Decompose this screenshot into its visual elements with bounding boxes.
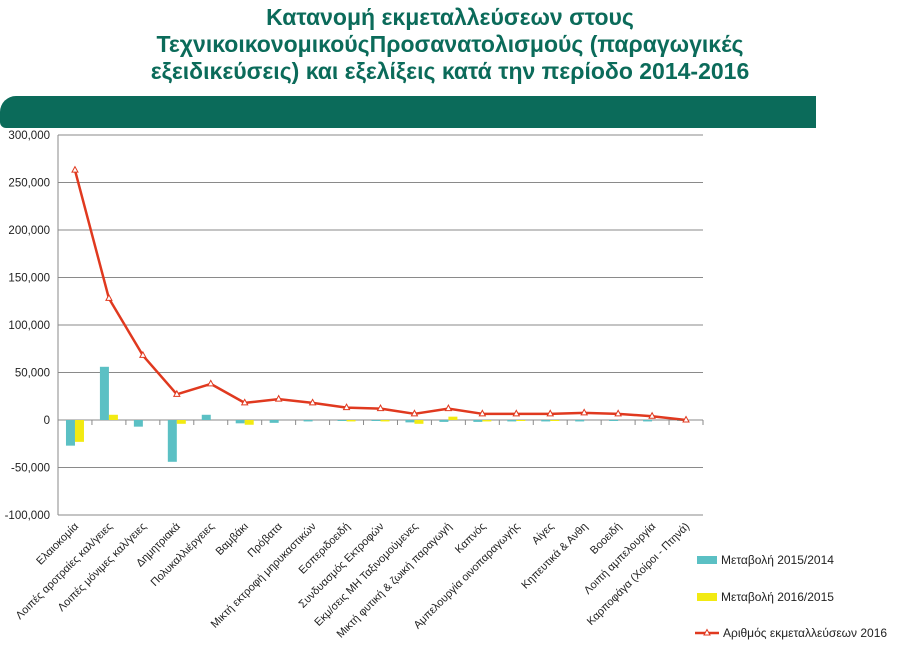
bar-2015-2014 [167,420,177,462]
y-tick-label: 0 [44,415,50,427]
line-point [206,379,215,387]
line-point [410,409,419,417]
bar-2016-2015 [176,420,186,424]
category-label: Κηπευτικά & Ανθη [519,521,590,592]
bar-2015-2014 [303,420,313,422]
line-point [274,394,283,402]
line-point [342,403,351,411]
line-point [172,389,181,397]
y-tick-label: 200,000 [8,225,50,237]
bar-2016-2015 [346,420,356,422]
line-total-2016 [73,169,687,422]
line-point [682,415,690,423]
legend-item-2016-2015-label: Μεταβολή 2016/2015 [721,590,834,604]
bar-2015-2014 [65,420,75,446]
chart-title-line-2: ΤεχνικοικονομικούςΠροσανατολισμούς (παρα… [156,31,744,57]
line-point [240,398,249,406]
category-label: Αίγες [530,521,557,548]
chart-title-line-1: Κατανομή εκμεταλλεύσεων στους [266,4,634,30]
category-label: Πολυκαλλιέργειες [149,521,217,589]
line-point [546,409,555,417]
legend-item-total-2016-label: Αριθμός εκμεταλλεύσεων 2016 [723,626,887,640]
line-point [308,398,317,406]
bar-2015-2014 [609,420,619,421]
line-point [376,404,385,412]
line-point [648,411,656,419]
bar-2016-2015 [482,420,492,422]
bar-2015-2014 [337,420,347,421]
bar-2015-2014 [473,420,483,422]
y-tick-label: 50,000 [15,368,50,380]
line-point [614,409,622,417]
bar-2015-2014 [269,420,279,423]
bar-2015-2014 [643,420,653,422]
y-tick-label: 100,000 [8,320,50,332]
bar-2015-2014 [439,420,449,422]
legend-swatch [697,593,717,601]
legend-swatch [697,556,717,564]
y-tick-label: 300,000 [8,130,50,142]
bar-2015-2014 [133,420,143,427]
bar-2016-2015 [414,420,424,424]
chart-title: Κατανομή εκμεταλλεύσεων στους Τεχνικοικο… [0,4,900,85]
bar-2015-2014 [99,366,109,420]
legend-item-2015-2014-label: Μεταβολή 2015/2014 [721,553,834,567]
bar-2015-2014 [201,414,211,420]
bar-2016-2015 [448,416,458,420]
y-tick-label: -50,000 [11,463,50,475]
y-tick-label: 250,000 [8,178,50,190]
legend-marker [703,628,711,636]
line-point [580,408,589,416]
y-tick-label: 150,000 [8,273,50,285]
bar-2016-2015 [516,420,526,421]
bar-2015-2014 [541,420,551,422]
bar-2016-2015 [244,420,254,425]
bar-2015-2014 [507,420,517,422]
line-point [512,409,521,417]
bar-2015-2014 [575,420,585,422]
bar-2015-2014 [235,420,245,424]
bar-2016-2015 [74,420,84,442]
line-point [105,293,113,301]
chart-title-line-3: εξειδικεύσεις) και εξελίξεις κατά την πε… [150,58,750,84]
bar-2015-2014 [405,420,415,423]
line-point [444,404,453,412]
bar-2016-2015 [550,420,560,421]
bar-2016-2015 [380,420,390,422]
line-point [139,350,147,358]
y-tick-label: -100,000 [5,510,50,522]
header-banner [0,96,816,128]
line-point [71,165,79,173]
line-point [478,409,487,417]
bar-2016-2015 [108,414,118,420]
bar-2015-2014 [371,420,381,421]
